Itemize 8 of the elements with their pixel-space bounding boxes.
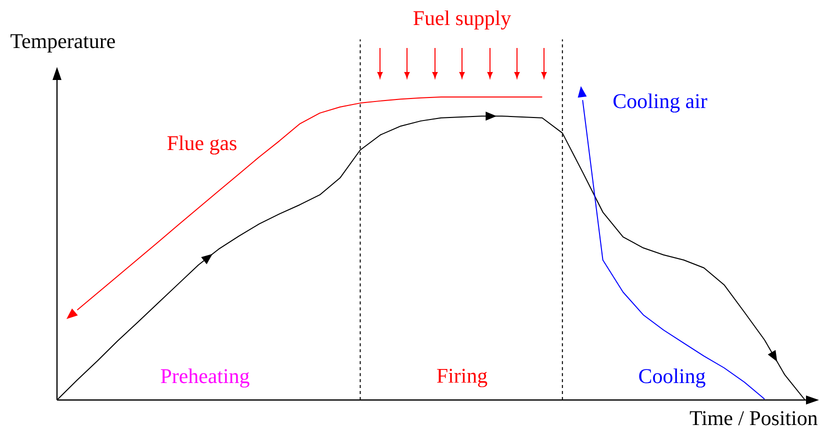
series-label: Flue gas	[167, 135, 236, 155]
annotation: Preheating	[160, 368, 250, 388]
annotation: Cooling	[639, 368, 706, 388]
x-axis-title: Time / Position	[690, 411, 818, 426]
annotation: Firing	[437, 368, 488, 388]
y-axis-title: Temperature	[10, 34, 115, 52]
legend-label: Cooling air	[614, 93, 708, 113]
text: Fuel supply	[414, 10, 512, 30]
